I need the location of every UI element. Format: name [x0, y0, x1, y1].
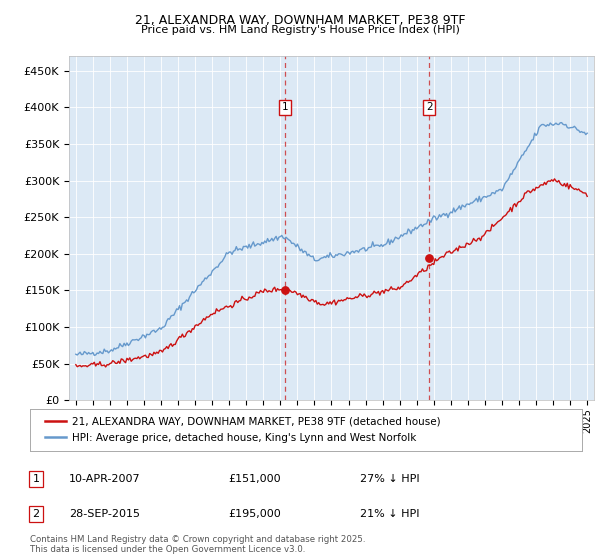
Text: 1: 1	[32, 474, 40, 484]
Text: £195,000: £195,000	[228, 509, 281, 519]
Text: 21% ↓ HPI: 21% ↓ HPI	[360, 509, 419, 519]
Text: Price paid vs. HM Land Registry's House Price Index (HPI): Price paid vs. HM Land Registry's House …	[140, 25, 460, 35]
Text: 2: 2	[426, 102, 433, 113]
Text: 28-SEP-2015: 28-SEP-2015	[69, 509, 140, 519]
Text: 10-APR-2007: 10-APR-2007	[69, 474, 140, 484]
Text: £151,000: £151,000	[228, 474, 281, 484]
Point	[424, 253, 434, 262]
Text: This data is licensed under the Open Government Licence v3.0.: This data is licensed under the Open Gov…	[30, 545, 305, 554]
Text: 2: 2	[32, 509, 40, 519]
Text: Contains HM Land Registry data © Crown copyright and database right 2025.: Contains HM Land Registry data © Crown c…	[30, 535, 365, 544]
Legend: 21, ALEXANDRA WAY, DOWNHAM MARKET, PE38 9TF (detached house), HPI: Average price: 21, ALEXANDRA WAY, DOWNHAM MARKET, PE38 …	[41, 413, 445, 447]
Point	[280, 285, 290, 294]
Text: 21, ALEXANDRA WAY, DOWNHAM MARKET, PE38 9TF: 21, ALEXANDRA WAY, DOWNHAM MARKET, PE38 …	[135, 14, 465, 27]
Text: 27% ↓ HPI: 27% ↓ HPI	[360, 474, 419, 484]
Text: 1: 1	[281, 102, 288, 113]
